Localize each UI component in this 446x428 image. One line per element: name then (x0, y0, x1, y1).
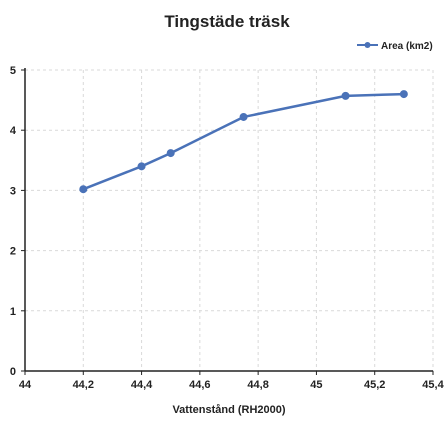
x-tick-label: 45,2 (364, 379, 385, 391)
data-point (341, 91, 350, 100)
y-tick-label: 3 (10, 185, 16, 197)
series-line (82, 92, 404, 191)
data-point (166, 149, 175, 158)
x-tick-label: 45,4 (422, 379, 444, 391)
y-tick-label: 2 (10, 246, 16, 258)
x-tick-label: 44,8 (247, 379, 268, 391)
x-tick-label: 45 (310, 379, 322, 391)
x-tick-label: 44,6 (189, 379, 210, 391)
chart-title: Tingstäde träsk (164, 12, 290, 31)
data-point (399, 90, 408, 99)
y-tick-label: 0 (10, 366, 16, 378)
grid-lines (25, 69, 434, 371)
x-axis-label: Vattenstånd (RH2000) (172, 404, 285, 416)
x-tick-label: 44,4 (131, 379, 153, 391)
axes (21, 68, 434, 375)
series-area (79, 90, 408, 194)
data-point (239, 112, 248, 121)
data-point (137, 162, 146, 171)
x-tick-label: 44 (19, 379, 32, 391)
x-tick-label: 44,2 (73, 379, 94, 391)
legend-label: Area (km2) (381, 41, 433, 52)
y-tick-label: 1 (10, 306, 16, 318)
legend: Area (km2) (357, 41, 433, 52)
legend-marker (364, 42, 371, 48)
data-point (79, 185, 88, 194)
y-tick-label: 4 (10, 125, 17, 137)
y-tick-label: 5 (10, 65, 16, 77)
